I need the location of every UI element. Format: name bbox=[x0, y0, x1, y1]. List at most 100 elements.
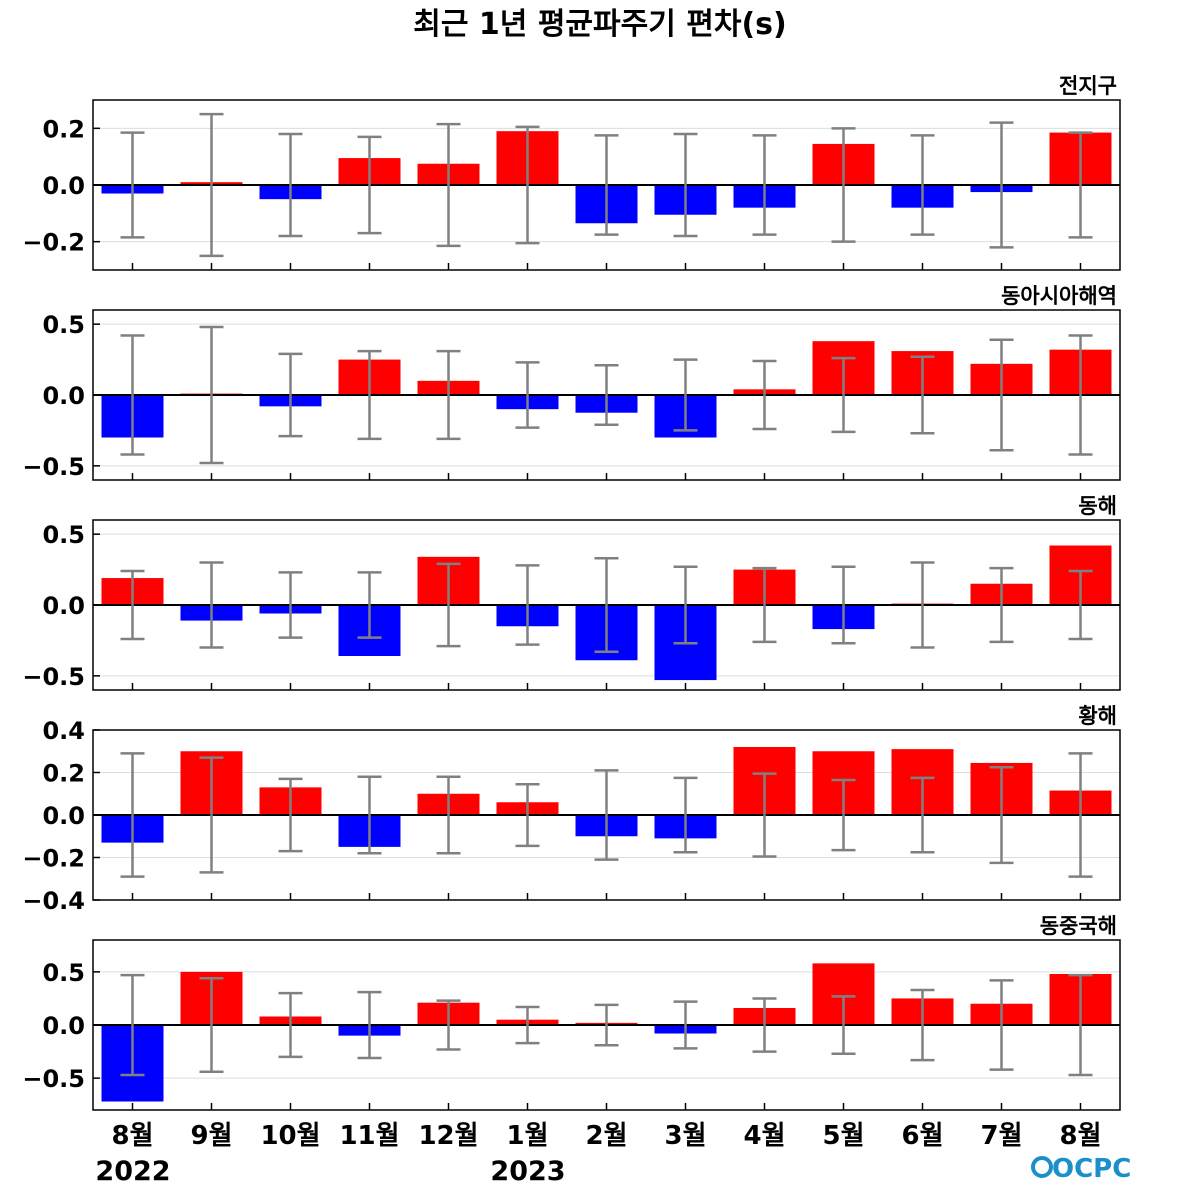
y-tick-label: −0.5 bbox=[22, 663, 85, 691]
y-tick-label: −0.2 bbox=[22, 845, 85, 873]
y-tick-label: 0.0 bbox=[42, 1012, 85, 1040]
error-bar bbox=[199, 325, 224, 465]
error-bar bbox=[831, 356, 856, 434]
error-bar bbox=[752, 997, 777, 1053]
x-tick-label: 10월 bbox=[260, 1121, 320, 1151]
error-bar bbox=[357, 571, 382, 639]
error-bar bbox=[910, 355, 935, 435]
error-bar bbox=[752, 566, 777, 644]
error-bar bbox=[120, 131, 145, 239]
x-tick-label: 8월 bbox=[111, 1121, 153, 1151]
error-bar bbox=[989, 121, 1014, 249]
y-tick-label: 0.4 bbox=[42, 717, 85, 745]
panel-3: 동해 −0.5 0.0 0.5 bbox=[22, 494, 1121, 691]
error-bar bbox=[594, 769, 619, 861]
panel-5: 동중국해 −0.5 0.0 0.5 bbox=[22, 914, 1121, 1111]
error-bar bbox=[989, 765, 1014, 865]
error-bar bbox=[989, 979, 1014, 1071]
error-bar bbox=[673, 776, 698, 854]
x-tick-label: 2월 bbox=[585, 1121, 627, 1151]
error-bar bbox=[752, 134, 777, 236]
error-bar bbox=[673, 1000, 698, 1050]
panels-group: 전지구 −0.2 0.0 0.2 동아시아해역 −0.5 0.0 0.5 동해 −0.5 0.0 0.… bbox=[22, 74, 1121, 1111]
error-bar bbox=[1068, 334, 1093, 456]
error-bar bbox=[199, 977, 224, 1073]
error-bar bbox=[752, 772, 777, 858]
error-bar bbox=[515, 782, 540, 848]
y-tick-label: −0.2 bbox=[22, 229, 85, 257]
error-bar bbox=[1068, 973, 1093, 1077]
chart-title: 최근 1년 평균파주기 편차(s) bbox=[413, 7, 787, 42]
x-tick-label: 11월 bbox=[339, 1121, 399, 1151]
panel-1: 전지구 −0.2 0.0 0.2 bbox=[22, 74, 1121, 271]
panel-region-label: 동해 bbox=[1078, 494, 1117, 518]
x-tick-label: 5월 bbox=[822, 1121, 864, 1151]
panel-region-label: 전지구 bbox=[1059, 74, 1117, 98]
panel-2: 동아시아해역 −0.5 0.0 0.5 bbox=[22, 284, 1121, 481]
error-bar bbox=[1068, 569, 1093, 641]
y-tick-label: 0.0 bbox=[42, 172, 85, 200]
error-bar bbox=[278, 777, 303, 853]
logo-circle-icon bbox=[1031, 1156, 1053, 1178]
error-bar bbox=[594, 134, 619, 236]
error-bar bbox=[357, 775, 382, 855]
x-tick-label: 9월 bbox=[190, 1121, 232, 1151]
error-bar bbox=[120, 569, 145, 641]
logo-text: OCPC bbox=[1052, 1154, 1131, 1184]
error-bar bbox=[673, 358, 698, 432]
year-labels: 2022 2023 bbox=[95, 1156, 565, 1187]
y-tick-label: 0.5 bbox=[42, 521, 85, 549]
panel-region-label: 황해 bbox=[1078, 704, 1117, 728]
x-tick-label: 7월 bbox=[980, 1121, 1022, 1151]
x-tick-label: 8월 bbox=[1059, 1121, 1101, 1151]
error-bar bbox=[831, 127, 856, 243]
error-bar bbox=[278, 132, 303, 238]
error-bar bbox=[436, 999, 461, 1051]
error-bar bbox=[199, 756, 224, 874]
error-bar bbox=[989, 338, 1014, 452]
error-bar bbox=[594, 364, 619, 426]
error-bar bbox=[1068, 131, 1093, 239]
error-bar bbox=[357, 135, 382, 235]
x-tick-label: 4월 bbox=[743, 1121, 785, 1151]
error-bar bbox=[515, 564, 540, 646]
error-bar bbox=[752, 359, 777, 431]
error-bar bbox=[594, 557, 619, 653]
error-bar bbox=[436, 349, 461, 441]
error-bar bbox=[910, 988, 935, 1062]
error-bar bbox=[357, 990, 382, 1060]
x-tick-label: 6월 bbox=[901, 1121, 943, 1151]
y-tick-label: 0.2 bbox=[42, 115, 85, 143]
y-tick-label: 0.0 bbox=[42, 382, 85, 410]
error-bar bbox=[594, 1003, 619, 1047]
x-tick-label: 1월 bbox=[506, 1121, 548, 1151]
ocpc-logo: OCPC bbox=[1031, 1154, 1131, 1184]
error-bar bbox=[278, 571, 303, 639]
x-tick-label: 3월 bbox=[664, 1121, 706, 1151]
y-tick-label: −0.5 bbox=[22, 453, 85, 481]
error-bar bbox=[910, 776, 935, 854]
error-bar bbox=[436, 122, 461, 248]
y-tick-label: 0.0 bbox=[42, 802, 85, 830]
error-bar bbox=[199, 112, 224, 258]
error-bar bbox=[989, 566, 1014, 644]
panel-4: 황해 −0.4 −0.2 0.0 0.2 0.4 bbox=[22, 704, 1121, 915]
y-tick-label: 0.2 bbox=[42, 760, 85, 788]
error-bar bbox=[831, 778, 856, 852]
error-bar bbox=[278, 991, 303, 1059]
error-bar bbox=[910, 561, 935, 649]
y-tick-label: 0.0 bbox=[42, 592, 85, 620]
panel-region-label: 동중국해 bbox=[1040, 914, 1117, 938]
error-bar bbox=[436, 775, 461, 855]
y-tick-label: 0.5 bbox=[42, 959, 85, 987]
error-bar bbox=[436, 562, 461, 648]
error-bar bbox=[673, 132, 698, 238]
error-bar bbox=[1068, 752, 1093, 878]
error-bar bbox=[515, 361, 540, 429]
error-bar bbox=[515, 125, 540, 245]
error-bar bbox=[673, 565, 698, 645]
error-bar bbox=[357, 349, 382, 441]
y-tick-label: −0.4 bbox=[22, 887, 85, 915]
error-bar bbox=[278, 352, 303, 438]
